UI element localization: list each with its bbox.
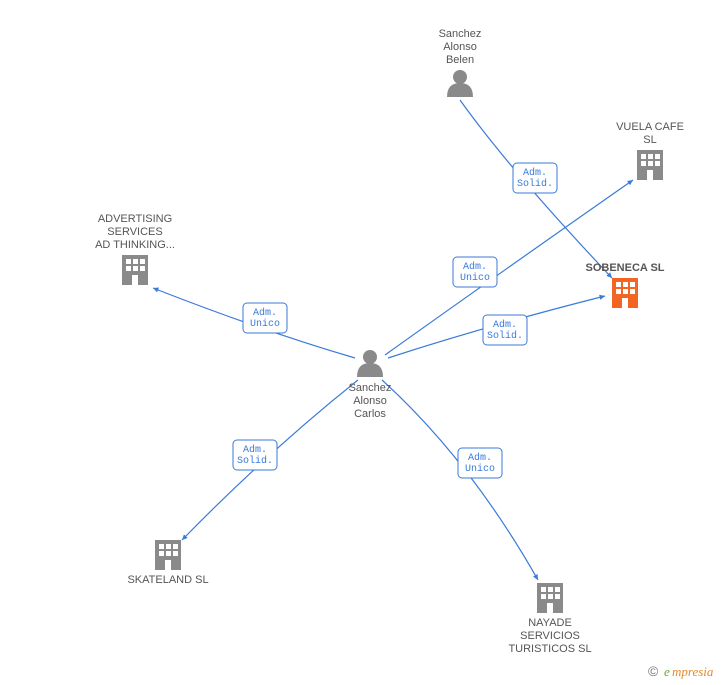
building-icon [537, 583, 563, 613]
node-label: NAYADE [528, 617, 572, 629]
node-label: TURISTICOS SL [508, 643, 591, 655]
building-icon [155, 540, 181, 570]
building-icon [122, 255, 148, 285]
edge [382, 380, 538, 580]
svg-text:Adm.: Adm. [493, 319, 517, 331]
svg-text:Solid.: Solid. [487, 330, 523, 342]
svg-text:Unico: Unico [460, 272, 490, 284]
company-node: SOBENECA SL [585, 262, 664, 308]
building-icon [637, 150, 663, 180]
svg-text:Adm.: Adm. [463, 261, 487, 273]
node-label: SL [643, 134, 656, 146]
company-node: ADVERTISINGSERVICESAD THINKING... [95, 213, 175, 285]
node-label: SERVICIOS [520, 630, 580, 642]
node-label: VUELA CAFE [616, 121, 684, 133]
company-node: SKATELAND SL [127, 540, 208, 586]
edge-label: Adm.Unico [243, 303, 287, 333]
svg-text:Unico: Unico [465, 463, 495, 475]
svg-text:Adm.: Adm. [253, 307, 277, 319]
person-node: SanchezAlonsoBelen [439, 28, 482, 97]
person-node: SanchezAlonsoCarlos [349, 350, 392, 420]
person-icon [447, 70, 473, 97]
network-diagram: Adm.Solid.Adm.UnicoAdm.Solid.Adm.UnicoAd… [0, 0, 728, 685]
company-node: VUELA CAFESL [616, 121, 684, 180]
svg-text:Solid.: Solid. [237, 455, 273, 467]
svg-text:Solid.: Solid. [517, 178, 553, 190]
watermark-brand: mpresia [672, 664, 714, 679]
copyright-symbol: © [648, 663, 659, 679]
node-label: SERVICES [107, 226, 162, 238]
node-label: Alonso [353, 395, 387, 407]
edge-label: Adm.Solid. [483, 315, 527, 345]
edge-arrow [627, 180, 633, 185]
svg-text:Adm.: Adm. [243, 444, 267, 456]
edge-label: Adm.Unico [453, 257, 497, 287]
node-label: AD THINKING... [95, 239, 175, 251]
node-label: ADVERTISING [98, 213, 172, 225]
node-label: Sanchez [439, 28, 482, 40]
edge-label: Adm.Solid. [233, 440, 277, 470]
node-label: SKATELAND SL [127, 574, 208, 586]
svg-text:Adm.: Adm. [523, 167, 547, 179]
node-label: Belen [446, 54, 474, 66]
svg-text:Adm.: Adm. [468, 452, 492, 464]
edge-label: Adm.Unico [458, 448, 502, 478]
svg-text:Unico: Unico [250, 318, 280, 330]
node-label: Alonso [443, 41, 477, 53]
node-label: Sanchez [349, 382, 392, 394]
node-label: Carlos [354, 408, 386, 420]
building-icon [612, 278, 638, 308]
node-label: SOBENECA SL [585, 262, 664, 274]
person-icon [357, 350, 383, 377]
edge-label: Adm.Solid. [513, 163, 557, 193]
watermark-brand-first: e [664, 664, 670, 679]
company-node: NAYADESERVICIOSTURISTICOS SL [508, 583, 591, 655]
edge-arrow [599, 295, 605, 300]
